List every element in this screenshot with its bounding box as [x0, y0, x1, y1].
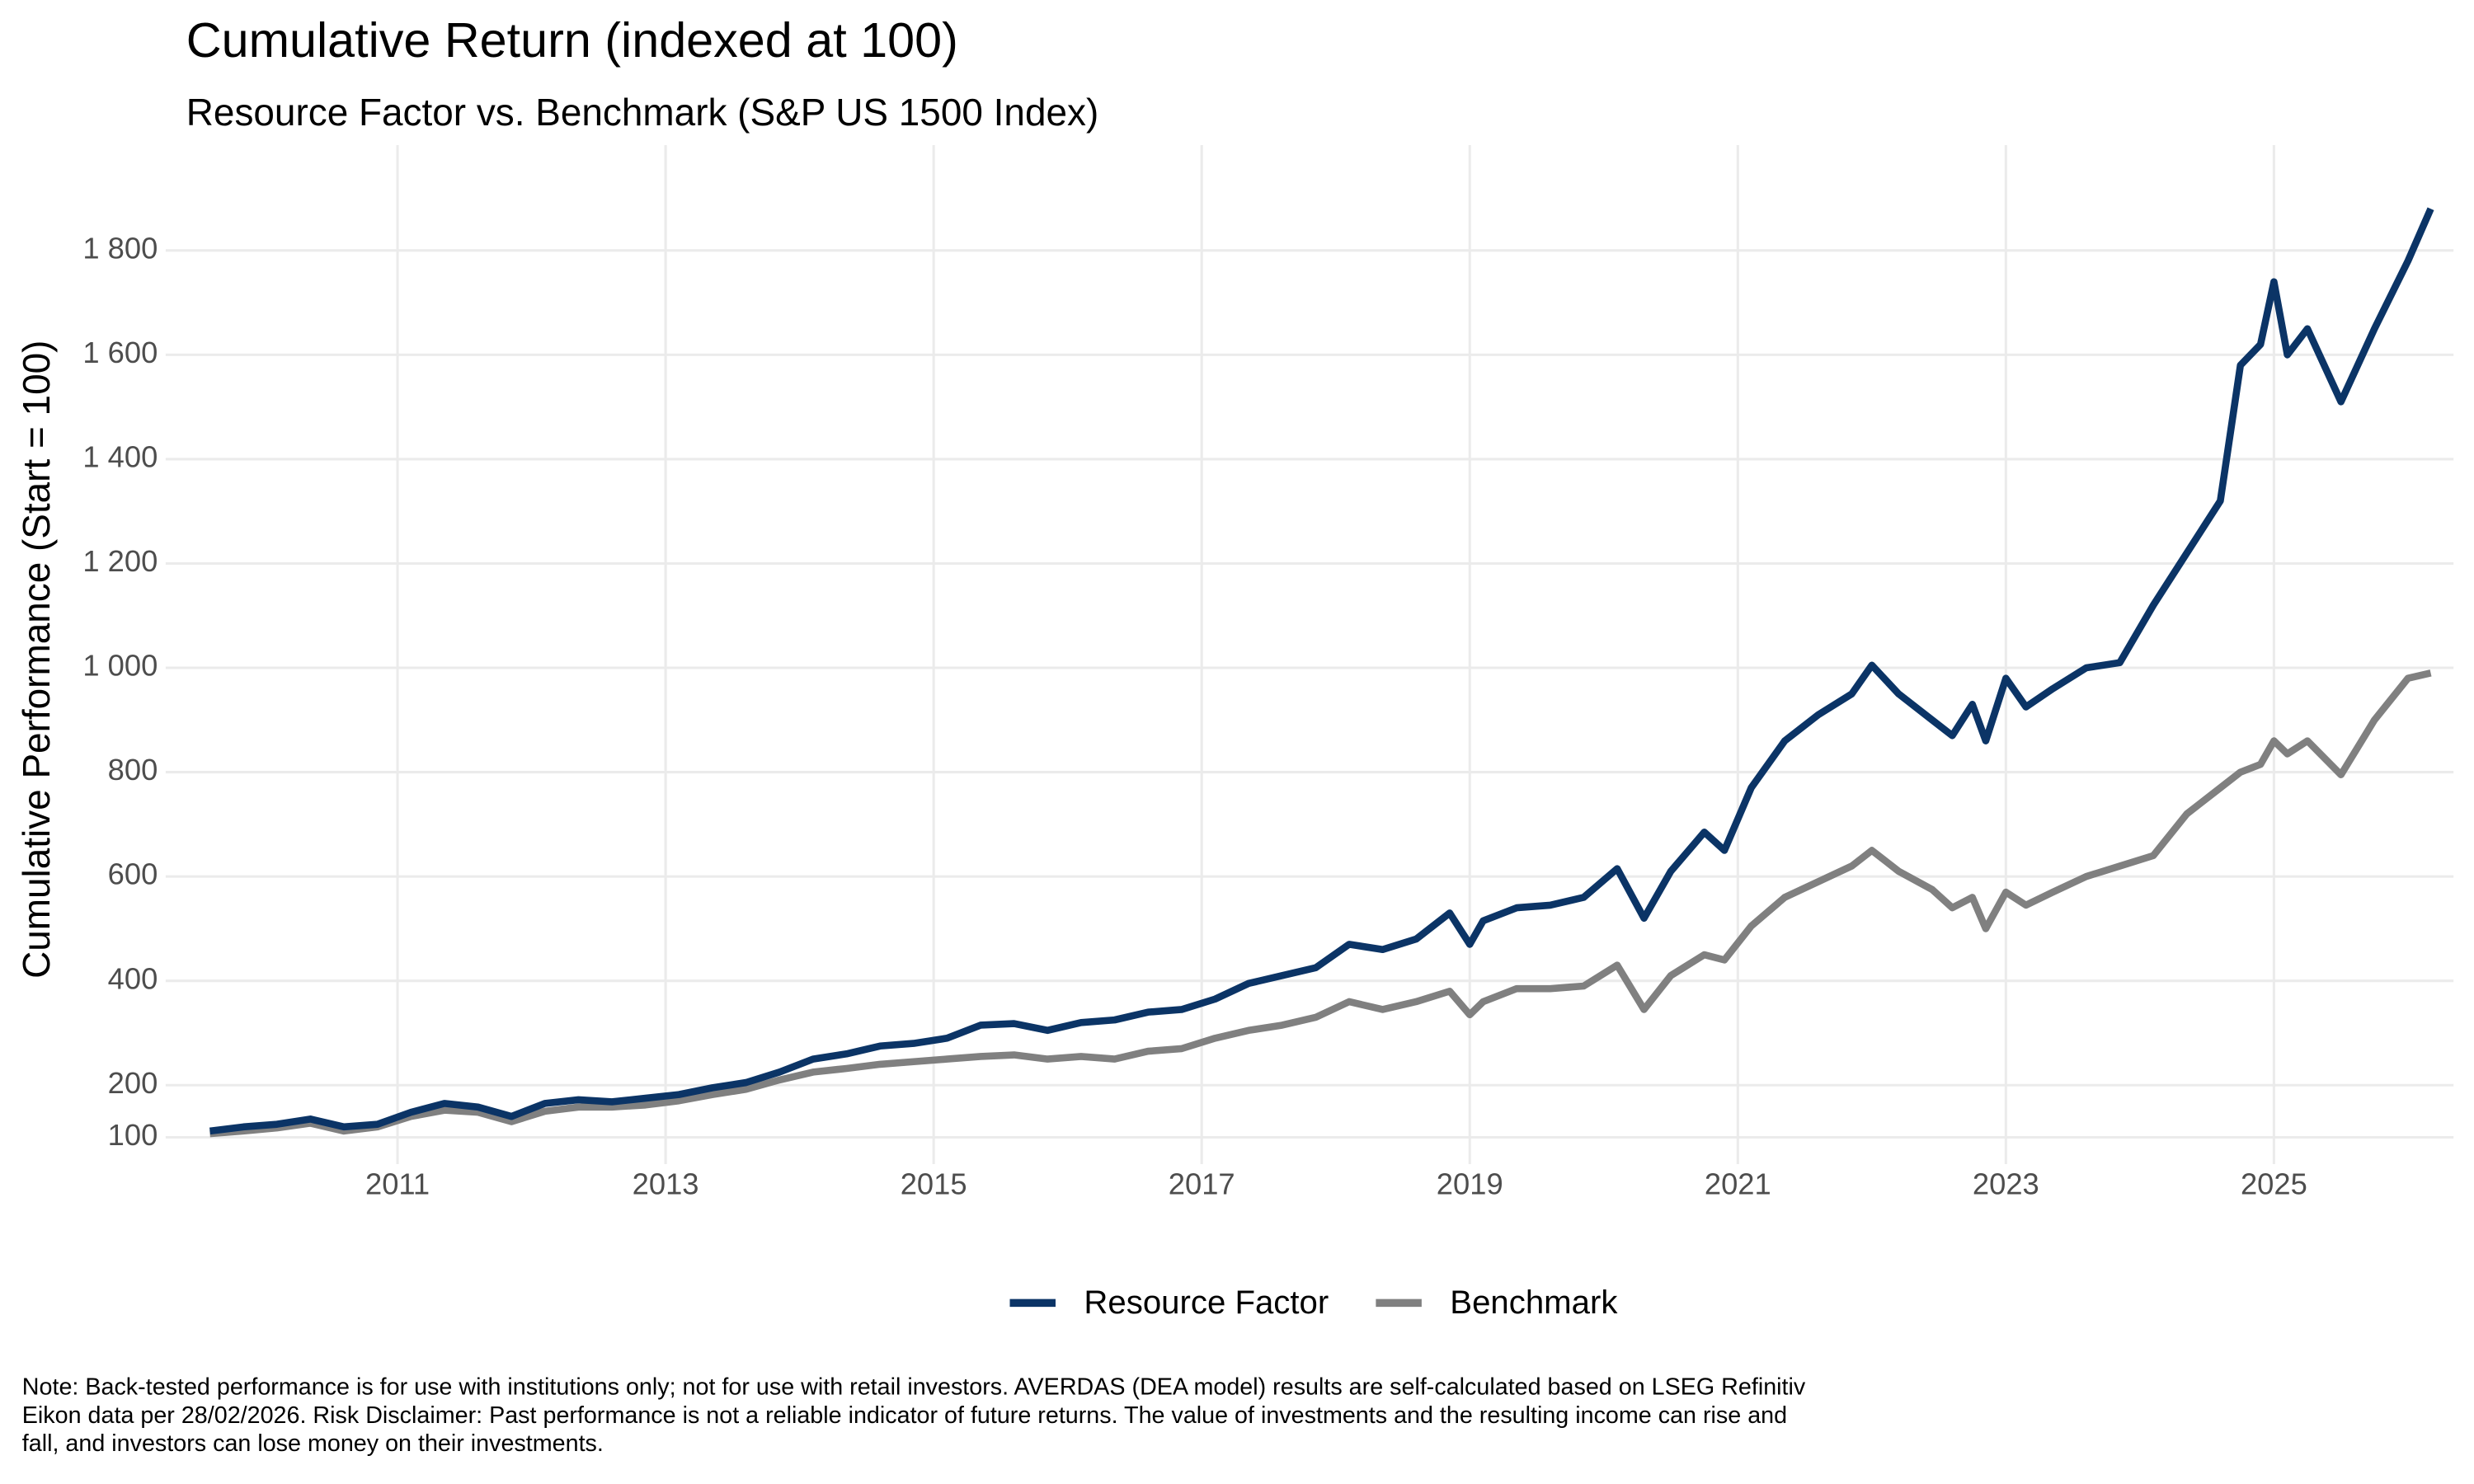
y-tick-label: 1 000 [82, 649, 158, 683]
y-axis-label: Cumulative Performance (Start = 100) [15, 340, 58, 979]
y-tick-label: 400 [108, 961, 158, 995]
series-line [209, 669, 2432, 1138]
x-tick-label: 2017 [1169, 1167, 1235, 1200]
chart-title: Cumulative Return (indexed at 100) [186, 12, 958, 68]
y-tick-label: 1 400 [82, 440, 158, 474]
x-tick-label: 2025 [2241, 1167, 2307, 1200]
y-tick-label: 800 [108, 753, 158, 787]
x-tick-label: 2019 [1437, 1167, 1503, 1200]
y-tick-label: 200 [108, 1066, 158, 1100]
chart-subtitle: Resource Factor vs. Benchmark (S&P US 15… [186, 91, 1098, 134]
y-tick-label: 1 800 [82, 231, 158, 265]
x-tick-label: 2015 [901, 1167, 967, 1200]
chart: Cumulative Return (indexed at 100) Resou… [15, 12, 2454, 1321]
legend-label: Benchmark [1450, 1284, 1618, 1321]
x-tick-label: 2013 [633, 1167, 699, 1200]
x-tick-label: 2021 [1705, 1167, 1771, 1200]
y-tick-label: 100 [108, 1118, 158, 1152]
footnote: Note: Back-tested performance is for use… [21, 1374, 1806, 1458]
series-line [209, 207, 2434, 1135]
x-tick-label: 2023 [1973, 1167, 2039, 1200]
y-tick-label: 1 200 [82, 544, 158, 578]
y-tick-label: 1 600 [82, 336, 158, 369]
x-tick-label: 2011 [365, 1167, 430, 1200]
legend-label: Resource Factor [1084, 1284, 1329, 1321]
y-tick-label: 600 [108, 857, 158, 891]
